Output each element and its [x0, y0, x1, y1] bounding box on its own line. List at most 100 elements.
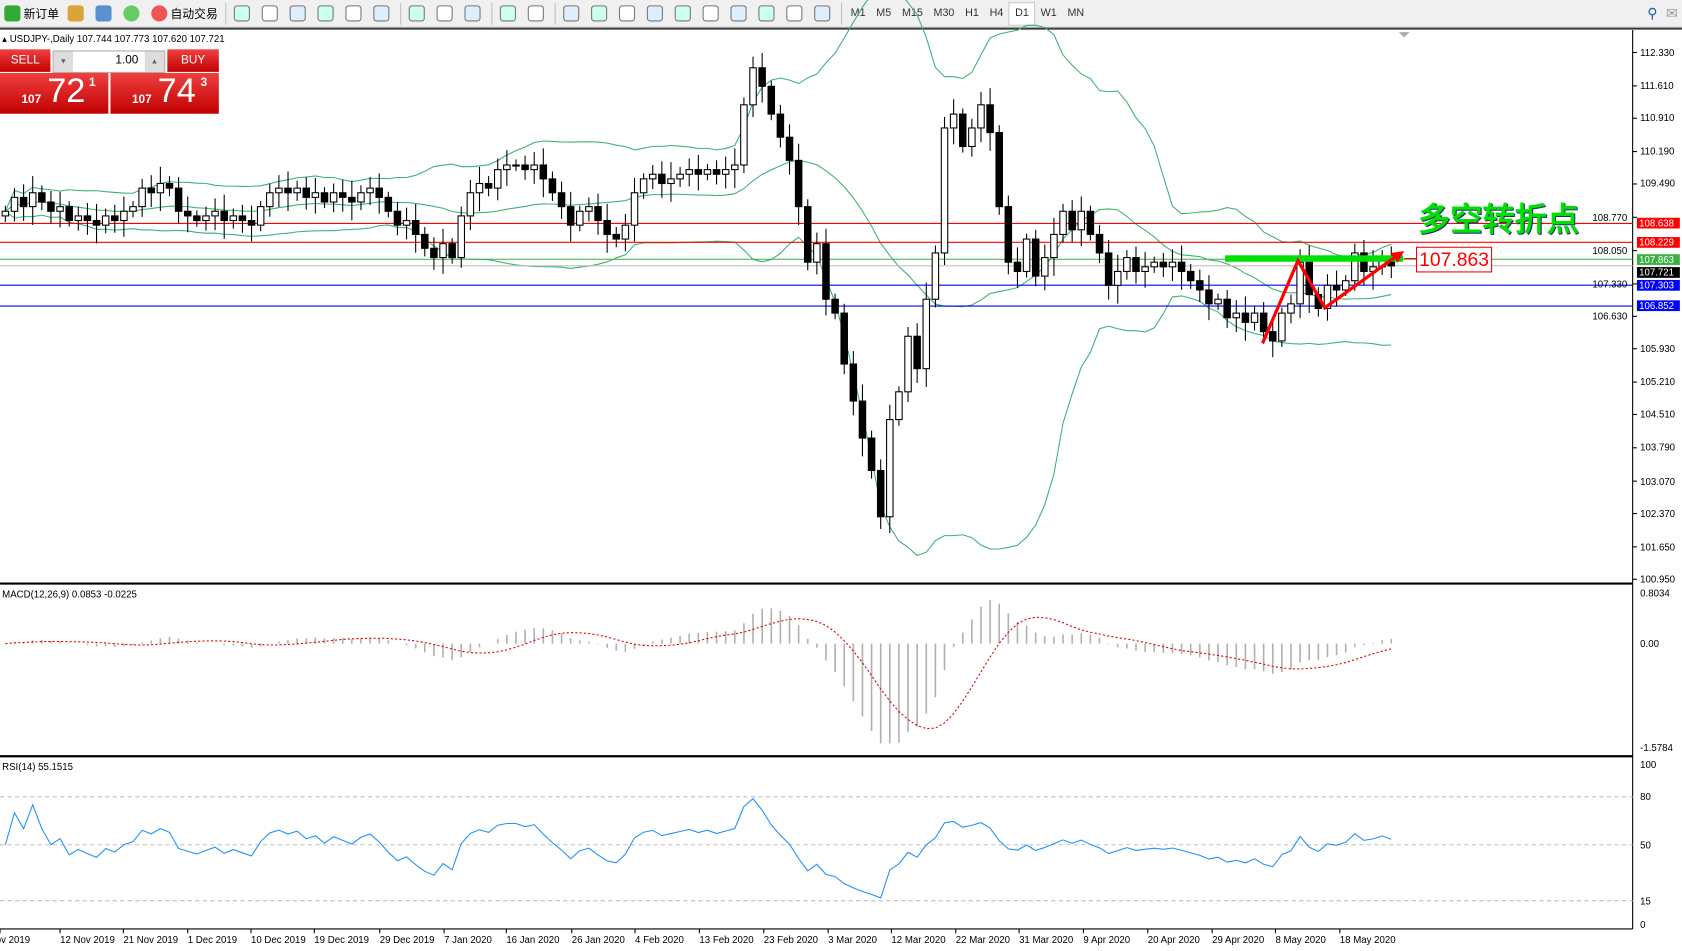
arrows-button[interactable] — [811, 2, 837, 26]
candle-bull — [639, 178, 648, 194]
candle-bull — [101, 215, 110, 226]
signals-icon — [123, 5, 140, 22]
sell-price-fraction: 1 — [89, 76, 96, 90]
timeframe-m1[interactable]: M1 — [850, 6, 866, 19]
search-button[interactable]: ⚲ — [1644, 2, 1661, 26]
auto-trading-button[interactable]: 自动交易 — [148, 2, 221, 26]
timeframe-mn[interactable]: MN — [1067, 6, 1085, 19]
chart-header-text: USDJPY-,Daily 107.744 107.773 107.620 10… — [9, 33, 225, 44]
candle-bull — [576, 210, 584, 226]
candle-bear — [384, 196, 393, 212]
timeframe-m30[interactable]: M30 — [933, 6, 955, 19]
candle-bear — [38, 192, 46, 203]
candle-bull — [1250, 312, 1259, 323]
zoom-in-button[interactable] — [314, 2, 340, 26]
candle-bear — [284, 187, 292, 194]
vertical-line-button[interactable] — [616, 2, 642, 26]
timeframe-m5[interactable]: M5 — [876, 6, 892, 19]
buy-button-label[interactable]: BUY — [167, 49, 219, 72]
candle-bear — [1360, 252, 1368, 272]
candle-bull — [676, 173, 684, 180]
new-order-button[interactable]: 新订单 — [1, 2, 62, 26]
market-watch-icon — [95, 5, 112, 22]
date-tick-label: 10 Dec 2019 — [251, 934, 306, 946]
candlestick-button[interactable] — [259, 2, 285, 26]
price-level-label: 107.303 — [1636, 279, 1680, 291]
indicators-button[interactable] — [461, 2, 487, 26]
macd-signal-line — [5, 616, 1392, 730]
market-watch-button[interactable] — [92, 2, 118, 26]
zoom-out-button[interactable] — [342, 2, 368, 26]
lot-decrease-button[interactable]: ▼ — [53, 51, 73, 72]
text-label-icon — [786, 5, 803, 22]
candle-bear — [1031, 238, 1040, 277]
timeframe-d1[interactable]: D1 — [1008, 1, 1036, 26]
text-label-button[interactable] — [783, 2, 809, 26]
date-tick-label: 29 Apr 2020 — [1212, 934, 1265, 946]
trendline-button[interactable] — [672, 2, 698, 26]
candle-bear — [803, 206, 812, 263]
candle-bear — [174, 187, 183, 212]
candle-bear — [794, 159, 803, 208]
candle-bull — [1341, 280, 1350, 291]
candle-bear — [867, 437, 876, 472]
autoscroll-button[interactable] — [405, 2, 431, 26]
cursor-button[interactable] — [560, 2, 586, 26]
candle-bear — [913, 335, 921, 370]
navigator-button[interactable] — [64, 2, 90, 26]
timeframe-h4[interactable]: H4 — [989, 6, 1004, 19]
fibonacci-button[interactable] — [727, 2, 753, 26]
templates-button[interactable] — [525, 2, 551, 26]
zigzag-arrow — [1261, 256, 1396, 344]
candle-bull — [1351, 252, 1359, 282]
date-tick-label: 26 Jan 2020 — [571, 934, 625, 946]
candle-bear — [1004, 206, 1013, 263]
timeframe-h1[interactable]: H1 — [965, 6, 979, 19]
line-chart-button[interactable] — [286, 2, 312, 26]
candle-bear — [338, 192, 347, 198]
sell-price-button[interactable]: 107 72 1 — [0, 71, 109, 114]
timeframe-w1[interactable]: W1 — [1040, 6, 1057, 19]
bar-chart-button[interactable] — [231, 2, 257, 26]
new-order-label: 新订单 — [23, 8, 59, 21]
price-tick-label: 107.330 — [1592, 278, 1628, 290]
chart-shift-icon — [436, 5, 453, 22]
periods-button[interactable] — [497, 2, 523, 26]
price-level-label: 108.229 — [1636, 236, 1680, 248]
candle-bull — [311, 192, 320, 198]
lot-size-stepper[interactable]: ▼ 1.00 ▲ — [52, 50, 166, 73]
sell-button[interactable]: SELL — [0, 49, 51, 72]
candle-bear — [83, 215, 92, 222]
sell-price-big: 107 — [21, 93, 42, 107]
candle-bear — [1104, 252, 1113, 286]
candle-bull — [648, 173, 657, 180]
timeframe-m15[interactable]: M15 — [901, 6, 923, 19]
chart-header: ▴ USDJPY-,Daily 107.744 107.773 107.620 … — [2, 33, 225, 44]
candle-bear — [1086, 210, 1095, 235]
candle-bull — [1123, 257, 1131, 272]
signals-button[interactable] — [120, 2, 146, 26]
candle-bull — [1232, 312, 1241, 319]
chart-shift-button[interactable] — [433, 2, 459, 26]
lot-input[interactable]: 1.00 — [115, 53, 139, 67]
candle-bull — [439, 243, 447, 259]
text-button[interactable] — [755, 2, 781, 26]
chat-icon: ✉ — [1666, 4, 1678, 21]
templates-icon — [527, 5, 544, 22]
tile-windows-button[interactable] — [370, 2, 396, 26]
vertical-line-icon — [618, 5, 636, 22]
new-order-icon — [4, 5, 21, 22]
candle-bear — [658, 173, 666, 185]
date-tick-label: 13 Feb 2020 — [699, 934, 754, 946]
candle-bear — [1177, 261, 1186, 272]
separator — [225, 2, 227, 25]
equidistant-channel-button[interactable] — [699, 2, 725, 26]
horizontal-line-button[interactable] — [644, 2, 670, 26]
chat-button[interactable]: ✉ — [1663, 2, 1681, 26]
buy-price-button[interactable]: 107 74 3 — [110, 71, 219, 114]
crosshair-button[interactable] — [588, 2, 614, 26]
candle-bear — [111, 215, 119, 222]
lot-increase-button[interactable]: ▲ — [144, 51, 165, 72]
